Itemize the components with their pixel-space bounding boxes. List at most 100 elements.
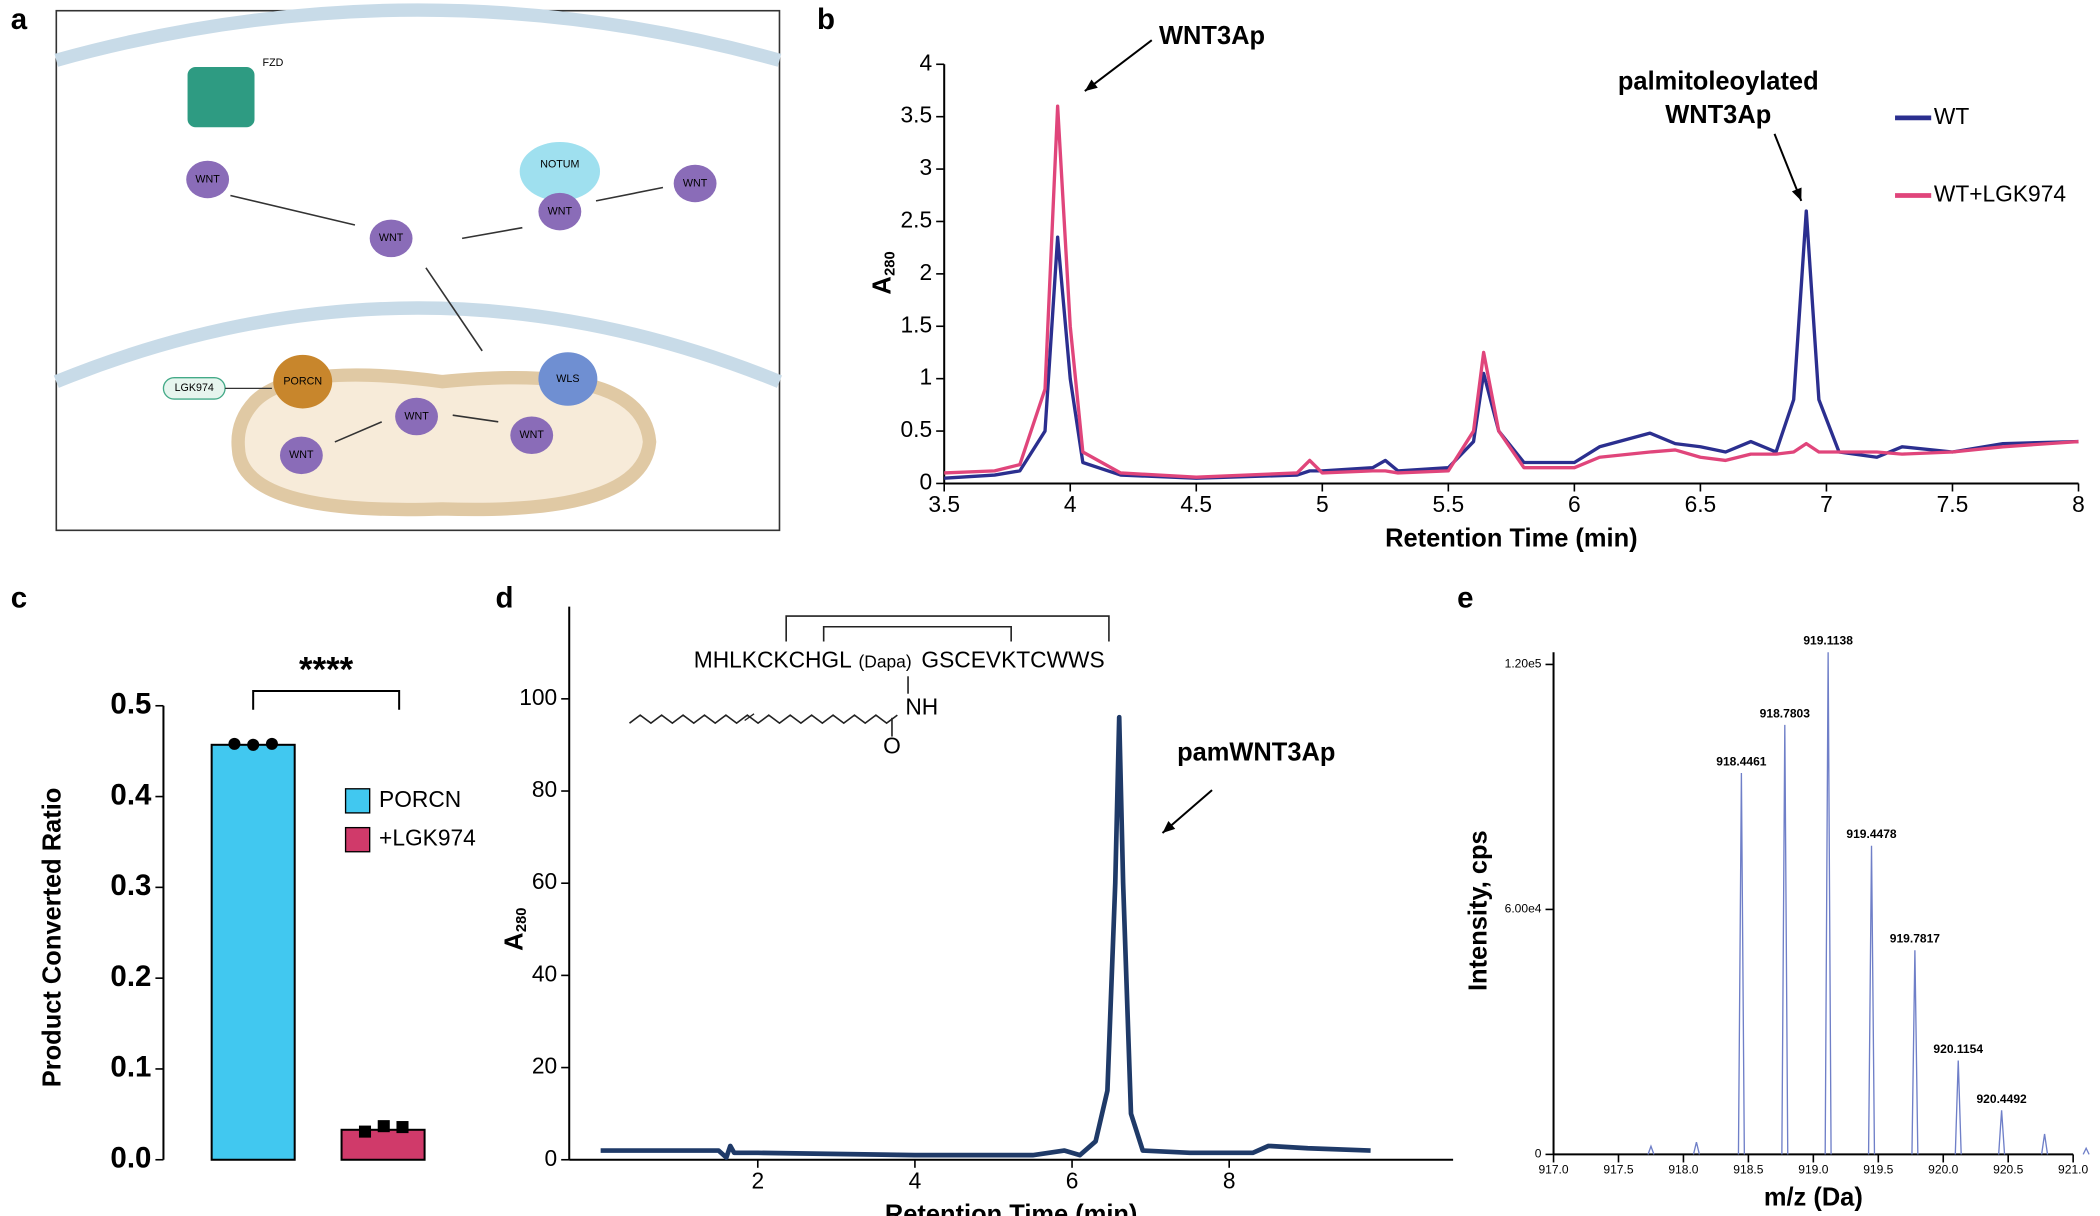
y-tick-label: 0.1 <box>110 1051 151 1084</box>
y-tick-label: 0 <box>545 1145 558 1171</box>
replicate-point <box>265 737 278 750</box>
data-line <box>944 209 2079 480</box>
x-tick-label: 920.0 <box>1928 1163 1958 1177</box>
node-label: PORCN <box>283 376 322 388</box>
vesicle <box>231 368 657 517</box>
modification: (Dapa) <box>858 652 911 672</box>
wnt <box>395 397 438 436</box>
arrow <box>461 226 523 240</box>
receptor <box>187 66 255 128</box>
peak <box>1911 950 1919 1155</box>
legend-label: WT <box>1934 103 1969 129</box>
significance-bracket <box>252 690 401 710</box>
x-tick-label: 7 <box>1820 491 1833 517</box>
x-tick-label: 4 <box>909 1168 922 1194</box>
arrow-head <box>1162 820 1176 833</box>
y-tick-label: 3.5 <box>901 102 933 128</box>
arrow-head <box>1791 187 1802 201</box>
peak-label: 920.4492 <box>1976 1092 2027 1106</box>
notum <box>519 141 601 201</box>
peak-label: 920.1154 <box>1933 1042 1983 1056</box>
x-tick-label: 921.0 <box>2058 1163 2088 1177</box>
bar <box>210 743 296 1161</box>
x-tick-label: 920.5 <box>1993 1163 2023 1177</box>
replicate-point <box>377 1120 390 1133</box>
node-label: WNT <box>520 429 545 441</box>
y-tick-label: 0 <box>919 468 932 494</box>
peak-label: 919.7817 <box>1890 932 1941 946</box>
y-tick-label: 0.4 <box>110 778 152 811</box>
x-tick-label: 4.5 <box>1180 491 1212 517</box>
x-axis-label: Retention Time (min) <box>1385 524 1638 552</box>
sequence: MHLKCKCHGL <box>694 647 852 673</box>
x-tick-label: 917.5 <box>1603 1163 1633 1177</box>
membrane <box>53 301 783 388</box>
y-tick-label: 80 <box>532 776 557 802</box>
x-tick-label: 6 <box>1066 1168 1079 1194</box>
y-tick-label: 2.5 <box>901 206 933 232</box>
arrow <box>334 421 383 443</box>
annotation: pamWNT3Ap <box>1177 739 1335 767</box>
wnt-blobs <box>186 160 717 475</box>
y-tick-label: 0.5 <box>901 416 933 442</box>
wnt <box>510 416 554 454</box>
y-axis-label: A <box>869 276 897 294</box>
fatty-chain <box>629 714 898 725</box>
x-tick-label: 918.5 <box>1733 1163 1763 1177</box>
x-axis-label: Retention Time (min) <box>885 1201 1138 1216</box>
legend-label: +LGK974 <box>379 825 476 851</box>
peak <box>1824 652 1832 1155</box>
peak-label: 918.7803 <box>1760 706 1811 720</box>
y-tick-label: 100 <box>519 684 557 710</box>
diagram-labels: FZD WNT NOTUM WNT WNT WNT LGK974 PORCN W… <box>175 57 708 461</box>
arrow-head <box>1084 79 1098 92</box>
y-axis-label: Product Converted Ratio <box>38 788 66 1088</box>
peak <box>2040 1133 2049 1155</box>
data-line <box>944 104 2079 479</box>
annotation: WNT3Ap <box>1665 101 1771 129</box>
replicate-point <box>247 738 260 751</box>
y-tick-label: 0.5 <box>110 688 151 721</box>
panel-label: e <box>1457 582 1473 615</box>
peak <box>2082 1146 2090 1155</box>
y-tick-label: 3 <box>919 154 932 180</box>
y-axis-label: Intensity, cps <box>1465 830 1493 991</box>
panel-label: d <box>496 582 514 615</box>
panel-label: c <box>11 582 27 615</box>
node-label: WNT <box>404 410 429 422</box>
x-tick-label: 919.0 <box>1798 1163 1828 1177</box>
node-label: FZD <box>263 57 284 69</box>
legend-label: PORCN <box>379 786 461 812</box>
structure <box>629 615 1110 737</box>
peak <box>1781 724 1789 1155</box>
node-label: NOTUM <box>540 159 579 171</box>
x-tick-label: 4 <box>1064 491 1077 517</box>
x-tick-label: 8 <box>2072 491 2085 517</box>
y-tick-label: 20 <box>532 1053 557 1079</box>
wnt <box>538 192 582 231</box>
y-tick-label: 6.00e4 <box>1505 902 1542 916</box>
y-tick-label: 0.0 <box>110 1142 151 1175</box>
peak <box>1737 773 1746 1155</box>
y-tick-label: 4 <box>919 49 932 75</box>
x-tick-label: 919.5 <box>1863 1163 1893 1177</box>
double-bond <box>744 713 755 722</box>
disulfide-bonds <box>785 615 1110 642</box>
peak <box>1954 1060 1962 1155</box>
peak <box>1997 1110 2006 1155</box>
wnt <box>369 219 413 258</box>
y-axis-label-sub: 280 <box>514 908 530 933</box>
y-axis-label-sub: 280 <box>883 251 899 276</box>
y-tick-label: 0.3 <box>110 869 151 902</box>
x-tick-label: 6.5 <box>1685 491 1717 517</box>
wnt <box>673 164 717 203</box>
legend-swatch <box>344 826 371 853</box>
x-tick-label: 8 <box>1223 1168 1236 1194</box>
replicate-point <box>228 737 241 750</box>
annotation: WNT3Ap <box>1159 22 1265 50</box>
annotation: palmitoleoylated <box>1618 68 1819 96</box>
replicate-point <box>396 1121 409 1134</box>
y-tick-label: 1 <box>919 364 932 390</box>
